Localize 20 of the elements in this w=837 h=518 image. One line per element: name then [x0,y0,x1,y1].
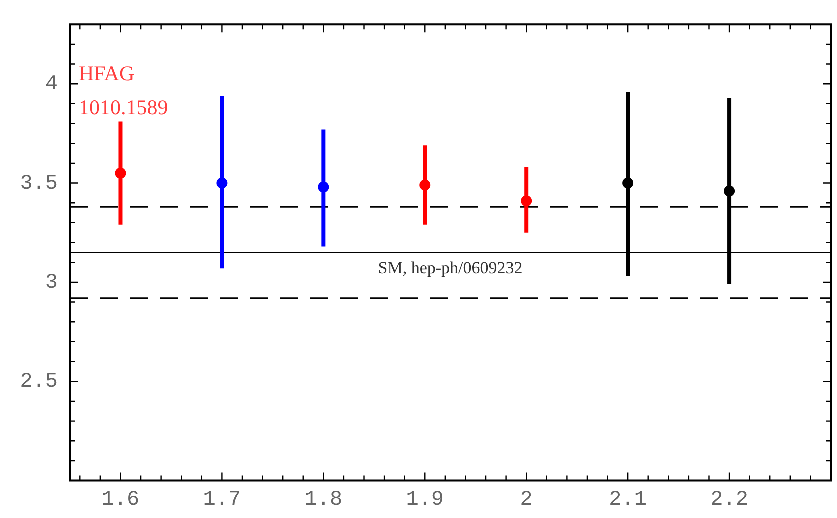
point [420,180,431,191]
x-tick-label: 1.6 [102,488,140,512]
point [115,168,126,179]
ref-line-label: SM, hep-ph/0609232 [378,258,523,278]
y-tick-label: 3.5 [20,172,58,196]
point [216,178,228,189]
point [318,182,330,193]
x-tick-label: 2.1 [609,488,647,512]
y-tick-label: 3 [45,272,58,296]
annotation: HFAG 1010.1589 [79,62,168,120]
x-tick-label: 2.2 [710,488,748,512]
x-tick-label: 1.8 [304,488,343,512]
y-tick-label: 4 [45,74,58,97]
point [724,186,736,197]
y-tick-label: 2.5 [20,371,58,394]
x-tick-label: 1.9 [406,488,444,512]
point [521,196,532,207]
x-tick-label: 1.7 [203,488,242,512]
x-tick-label: 2 [520,488,533,512]
point [622,178,634,189]
